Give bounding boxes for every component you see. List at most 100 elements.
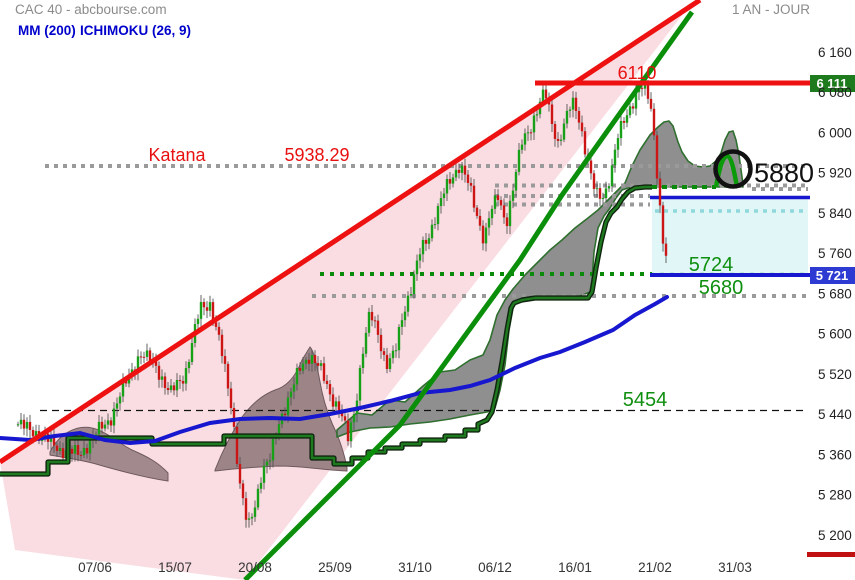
mm200-line: [0, 295, 669, 446]
candle-body: [451, 177, 455, 184]
candle-body: [178, 380, 182, 382]
candle-body: [478, 215, 482, 226]
candle-body: [226, 363, 230, 389]
x-tick: 31/03: [718, 560, 752, 575]
candle-body: [253, 507, 257, 517]
candle-body: [223, 356, 227, 364]
candle-body: [442, 193, 446, 199]
candle-body: [592, 173, 596, 189]
candle-body: [55, 445, 59, 451]
candle-body: [409, 294, 413, 296]
candle-body: [220, 334, 224, 357]
candle-body: [61, 448, 65, 459]
candle-body: [205, 307, 209, 311]
candle-body: [529, 132, 533, 134]
upper-red-trendline: [0, 0, 702, 465]
katana-name-label: Katana: [148, 145, 206, 165]
candle-body: [394, 350, 398, 352]
price-badge-6111: 6 111: [810, 75, 855, 92]
candle-body: [184, 368, 188, 384]
candle-body: [337, 401, 341, 412]
candle-body: [424, 239, 428, 244]
candle-body: [265, 461, 269, 466]
candle-body: [625, 115, 629, 123]
candle-body: [532, 115, 536, 133]
lower-green-trendline: [243, 10, 695, 580]
candle-body: [406, 295, 410, 312]
candle-body: [454, 169, 458, 178]
chart-title: CAC 40 - abcbourse.com: [15, 2, 167, 17]
candle-body: [364, 332, 368, 354]
candle-body: [421, 239, 425, 255]
candle-body: [556, 138, 560, 141]
candle-body: [550, 104, 554, 125]
kijun-hump-circle: [713, 149, 753, 189]
candle-body: [52, 435, 56, 446]
legend-ichimoku[interactable]: ICHIMOKU (26, 9): [80, 23, 191, 38]
candle-body: [436, 206, 440, 225]
candle-body: [379, 334, 383, 352]
candle-body: [340, 411, 344, 417]
y-tick: 6 080: [818, 85, 852, 100]
candle-body: [433, 224, 437, 226]
y-tick: 6 000: [818, 125, 852, 140]
x-tick: 06/12: [478, 560, 512, 575]
candle-body: [412, 274, 416, 295]
candle-body: [565, 110, 569, 124]
candle-body: [70, 448, 74, 454]
candle-body: [568, 109, 572, 111]
candle-body: [643, 82, 647, 89]
candle-body: [295, 368, 299, 385]
candle-body: [505, 217, 509, 227]
candle-body: [361, 353, 365, 368]
candle-body: [172, 385, 176, 391]
candle-body: [103, 424, 107, 429]
bottom-right-red-bar: [807, 552, 855, 557]
candle-body: [385, 354, 389, 369]
legend-mm200[interactable]: MM (200): [18, 23, 76, 38]
candle-body: [418, 254, 422, 261]
candle-body: [157, 365, 161, 380]
y-tick: 5 920: [818, 166, 852, 181]
candle-body: [187, 361, 191, 369]
candle-body: [115, 403, 119, 409]
candle-body: [16, 424, 20, 426]
candle-body: [349, 422, 353, 442]
candle-body: [196, 318, 200, 325]
candle-body: [448, 179, 452, 184]
candle-body: [457, 169, 461, 173]
badge-blue-text: 5 721: [816, 268, 849, 283]
candle-body: [373, 320, 377, 322]
candle-body: [574, 97, 578, 111]
candle-body: [367, 311, 371, 333]
candle-body: [343, 416, 347, 421]
candle-body: [292, 384, 296, 392]
candle-body: [346, 420, 350, 442]
candle-body: [463, 165, 467, 175]
candle-body: [490, 208, 494, 219]
candle-body: [85, 447, 89, 454]
candle-body: [619, 120, 623, 139]
candle-body: [391, 350, 395, 359]
candle-body: [241, 483, 245, 499]
candle-body: [484, 227, 488, 244]
candle-body: [631, 106, 635, 109]
candle-body: [256, 488, 260, 508]
candle-body: [481, 225, 485, 244]
candle-body: [472, 185, 476, 208]
candle-body: [499, 200, 503, 206]
level-5724-label: 5724: [689, 254, 734, 276]
x-tick: 15/07: [158, 560, 192, 575]
x-tick: 07/06: [78, 560, 112, 575]
candle-body: [595, 188, 599, 190]
candle-body: [577, 110, 581, 123]
candle-body: [487, 218, 491, 228]
candle-body: [169, 385, 173, 391]
x-axis-labels: 07/06 15/07 20/08 25/09 31/10 06/12 16/01 21/02…: [78, 560, 752, 575]
candle-body: [331, 394, 335, 407]
candle-body: [118, 396, 122, 404]
candle-body: [136, 356, 140, 373]
candle-body: [145, 350, 149, 357]
y-tick: 5 600: [818, 327, 852, 342]
